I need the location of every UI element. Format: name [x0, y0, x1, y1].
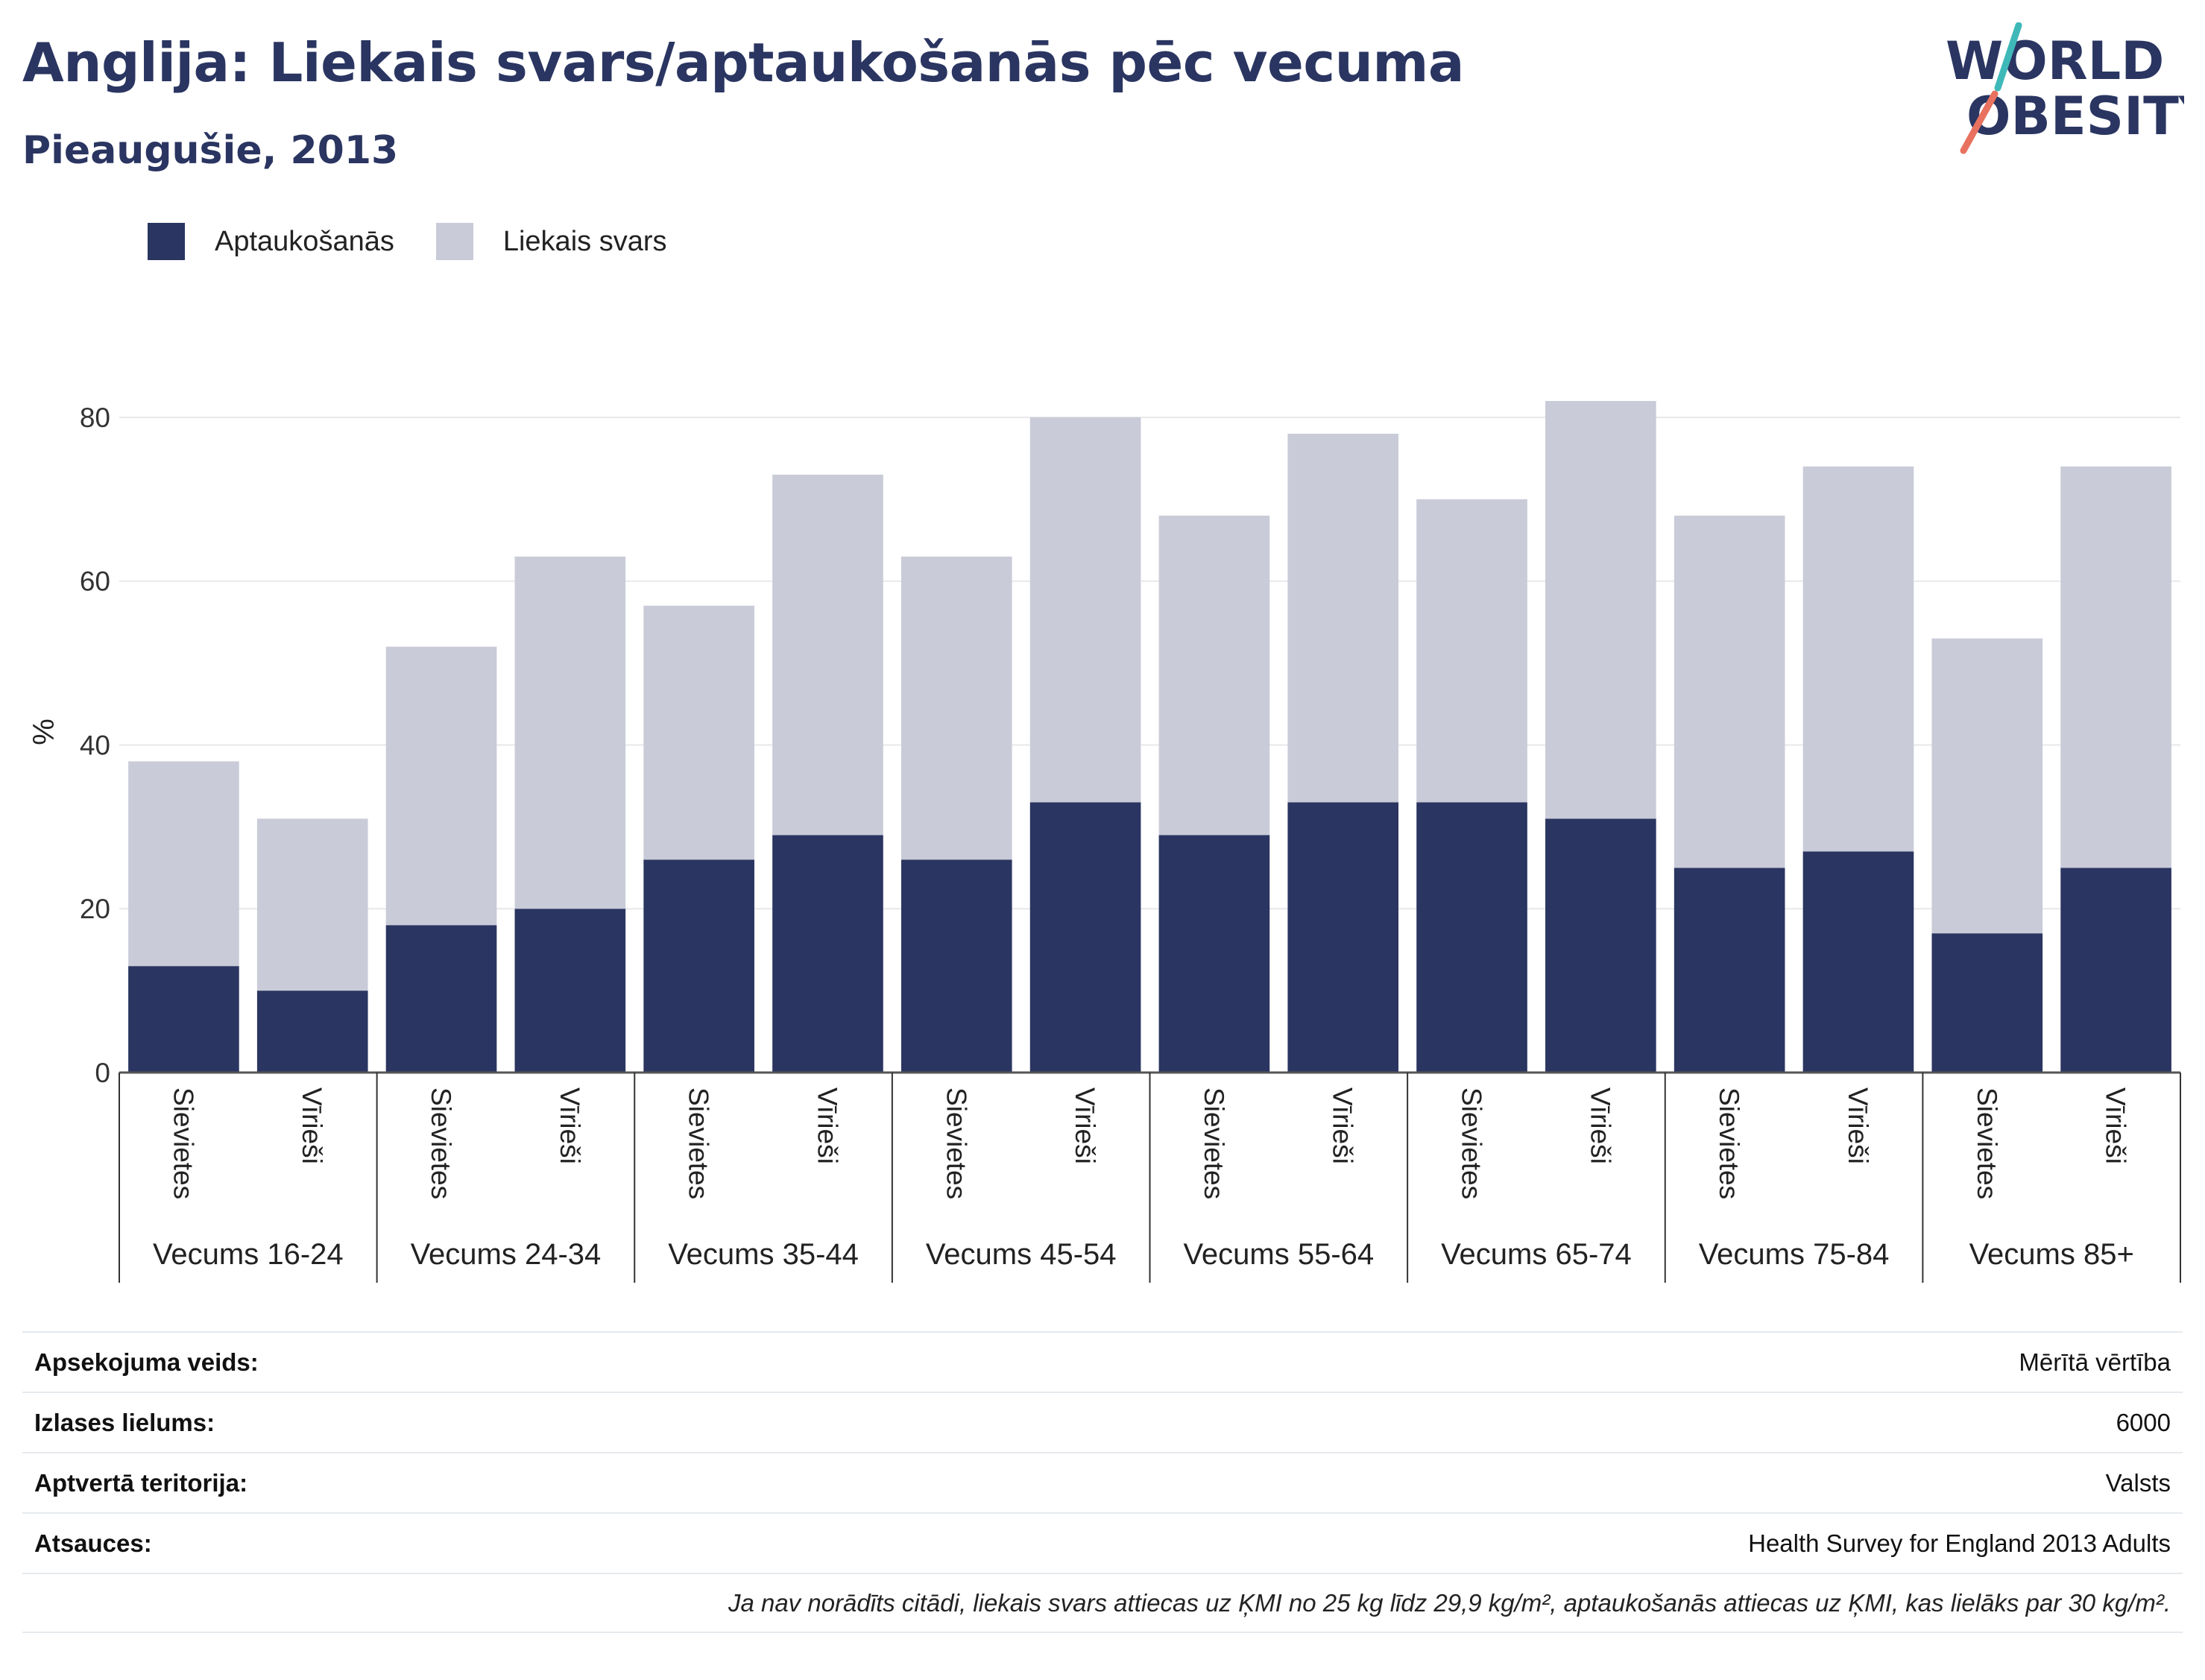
bar-obesity [514, 909, 626, 1073]
legend-item-obesity[interactable]: Aptaukošanās [148, 223, 394, 260]
bar-overweight [1674, 515, 1785, 868]
x-tick-label: Sievietes [1457, 1087, 1487, 1199]
bar-obesity [900, 859, 1012, 1073]
x-group-label: Vecums 35-44 [668, 1238, 859, 1271]
x-tick-label: Vīrieši [297, 1087, 327, 1164]
legend-label-obesity: Aptaukošanās [215, 225, 394, 257]
bar-overweight [643, 605, 754, 860]
bar-obesity [643, 859, 754, 1073]
x-tick-label: Sievietes [684, 1087, 714, 1199]
bar-obesity [1802, 851, 1914, 1073]
legend-swatch-obesity [148, 223, 185, 260]
bar-obesity [1545, 818, 1656, 1073]
x-tick-label: Vīrieši [812, 1087, 842, 1164]
y-tick-label: 80 [80, 402, 110, 433]
bar-obesity [1931, 933, 2043, 1073]
logo-slash-teal [1994, 22, 2022, 92]
bar-overweight [1931, 638, 2043, 934]
x-group-label: Vecums 75-84 [1699, 1238, 1890, 1271]
info-key: Apsekojuma veids: [34, 1348, 259, 1376]
x-tick-label: Sievietes [1199, 1087, 1229, 1199]
info-row-references: Atsauces: Health Survey for England 2013… [22, 1512, 2183, 1573]
bar-overweight [1545, 400, 1656, 819]
x-tick-label: Vīrieši [1328, 1087, 1358, 1164]
info-row-sample-size: Izlases lielums: 6000 [22, 1392, 2183, 1452]
x-group-label: Vecums 45-54 [926, 1238, 1117, 1271]
bar-obesity [385, 925, 497, 1073]
bar-obesity [2060, 868, 2171, 1073]
chart-legend: Aptaukošanās Liekais svars [148, 221, 708, 262]
bar-overweight [256, 818, 368, 991]
logo-line1: WORLD [1946, 31, 2164, 92]
info-table: Apsekojuma veids: Mērītā vērtība Izlases… [22, 1331, 2183, 1633]
x-tick-label: Sievietes [1972, 1087, 2002, 1199]
y-axis-label: % [28, 719, 60, 745]
x-tick-label: Sievietes [1714, 1087, 1744, 1199]
bar-overweight [128, 761, 239, 967]
bar-overweight [1158, 515, 1270, 836]
y-tick-label: 0 [95, 1058, 110, 1088]
x-tick-label: Vīrieši [1070, 1087, 1100, 1164]
stacked-bar-chart: 0 20 40 60 80% Vecums 16-24 Sievietes Vīrieši Ve… [28, 400, 2181, 1283]
world-obesity-logo: WORLD OBESITY [1946, 22, 2184, 154]
bar-overweight [1416, 499, 1527, 803]
info-key: Aptvertā teritorija: [34, 1468, 248, 1497]
info-footnote: Ja nav norādīts citādi, liekais svars at… [22, 1573, 2183, 1633]
bar-obesity [772, 835, 883, 1073]
x-group-label: Vecums 24-34 [411, 1238, 602, 1271]
info-value: 6000 [2116, 1408, 2171, 1436]
chart-subtitle: Pieaugušie, 2013 [22, 128, 399, 173]
bar-overweight [2060, 466, 2171, 868]
x-tick-label: Vīrieši [1585, 1087, 1615, 1164]
footnote-text: Ja nav norādīts citādi, liekais svars at… [728, 1588, 2171, 1617]
x-tick-label: Vīrieši [2101, 1087, 2131, 1164]
info-key: Atsauces: [34, 1529, 152, 1557]
info-row-area-covered: Aptvertā teritorija: Valsts [22, 1452, 2183, 1512]
x-group-label: Vecums 16-24 [153, 1238, 344, 1271]
logo-slash-red [1960, 90, 1999, 154]
info-value: Health Survey for England 2013 Adults [1748, 1529, 2171, 1557]
x-tick-label: Vīrieši [555, 1087, 585, 1164]
bar-obesity [128, 966, 239, 1073]
bar-overweight [900, 556, 1012, 860]
bar-obesity [1416, 802, 1527, 1073]
bar-overweight [385, 646, 497, 926]
y-tick-label: 20 [80, 894, 110, 924]
info-row-survey-type: Apsekojuma veids: Mērītā vērtība [22, 1331, 2183, 1392]
x-tick-label: Sievietes [941, 1087, 971, 1199]
bar-overweight [514, 556, 626, 909]
bar-obesity [1158, 835, 1270, 1073]
x-group-label: Vecums 65-74 [1441, 1238, 1632, 1271]
info-value: Valsts [2105, 1468, 2171, 1497]
info-key: Izlases lielums: [34, 1408, 215, 1436]
bar-obesity [1287, 802, 1399, 1073]
legend-item-overweight[interactable]: Liekais svars [435, 223, 667, 260]
x-tick-label: Vīrieši [1843, 1087, 1873, 1164]
y-tick-label: 60 [80, 566, 110, 597]
bar-overweight [1287, 433, 1399, 803]
x-tick-label: Sievietes [168, 1087, 198, 1199]
y-tick-label: 40 [80, 730, 110, 760]
bar-obesity [1674, 868, 1785, 1073]
x-group-label: Vecums 55-64 [1183, 1238, 1374, 1271]
legend-label-overweight: Liekais svars [502, 225, 667, 257]
bar-overweight [1802, 466, 1914, 852]
legend-swatch-overweight [435, 223, 473, 260]
chart-title: Anglija: Liekais svars/aptaukošanās pēc … [22, 31, 1464, 94]
bar-obesity [256, 991, 368, 1073]
bar-overweight [1029, 417, 1141, 803]
logo-line2: OBESITY [1966, 86, 2184, 147]
x-group-label: Vecums 85+ [1969, 1238, 2134, 1271]
bar-overweight [772, 474, 883, 836]
x-tick-label: Sievietes [426, 1087, 456, 1199]
bar-obesity [1029, 802, 1141, 1073]
info-value: Mērītā vērtība [2019, 1348, 2171, 1376]
